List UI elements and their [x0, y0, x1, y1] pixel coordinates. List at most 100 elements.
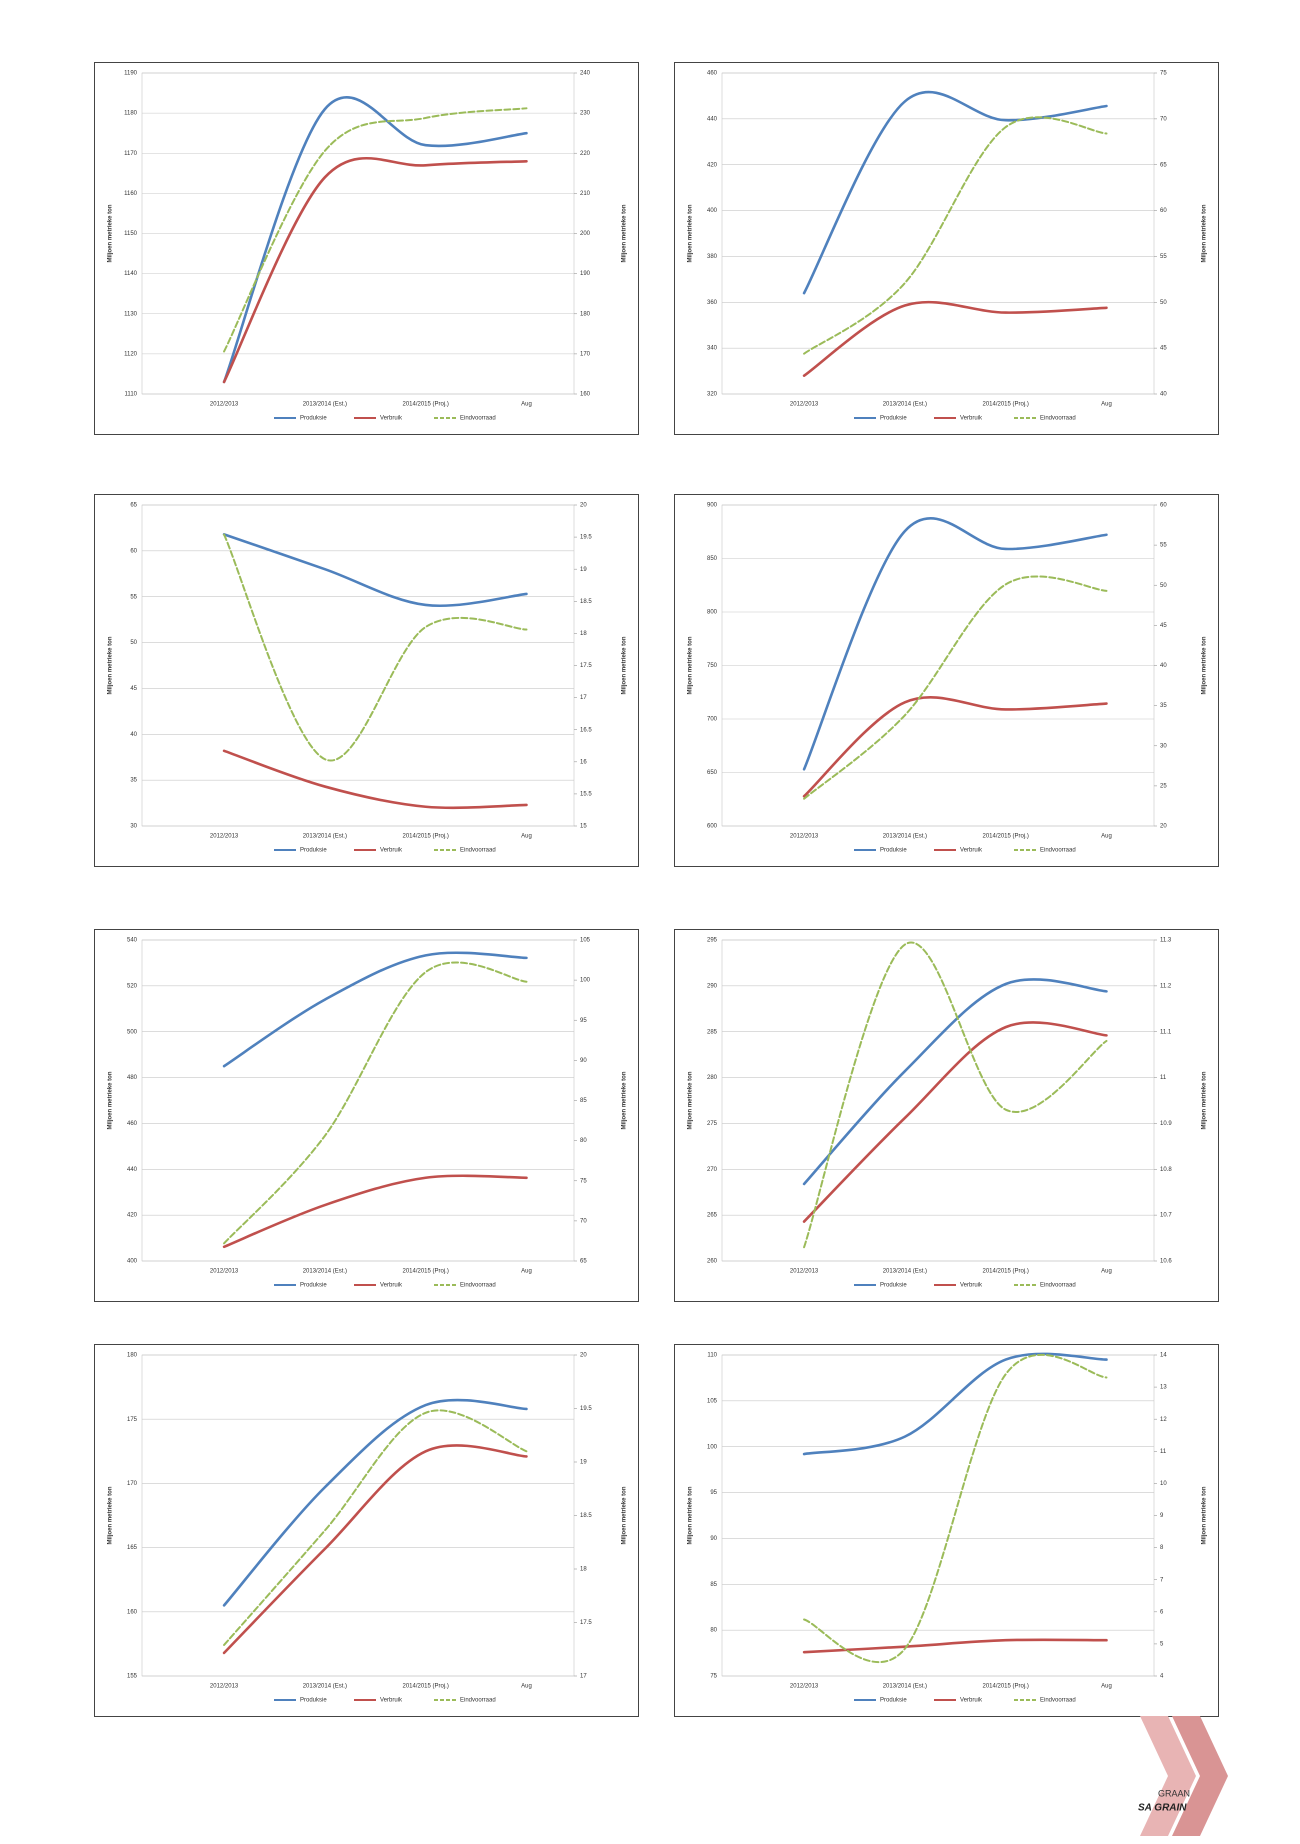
y2-tick-label: 85: [580, 1098, 587, 1104]
y-axis-label: Miljoen metrieke ton: [688, 636, 694, 694]
y-tick-label: 155: [127, 1674, 138, 1680]
y2-tick-label: 19: [580, 567, 587, 573]
y-tick-label: 65: [130, 503, 137, 509]
y2-tick-label: 65: [580, 1259, 587, 1265]
y2-tick-label: 6: [1160, 1609, 1164, 1615]
x-tick-label: 2012/2013: [210, 402, 239, 408]
x-tick-label: Aug: [1101, 1684, 1112, 1690]
y-tick-label: 105: [707, 1398, 718, 1404]
chart: 400 420 440 460 480 500 520 540 65 70 75 80 85 90 95 10…: [94, 929, 639, 1302]
y2-tick-label: 4: [1160, 1674, 1164, 1680]
series-line: [222, 533, 528, 607]
series-line: [802, 1638, 1108, 1654]
y2-tick-label: 45: [1160, 623, 1167, 629]
y2-tick-label: 11.2: [1160, 983, 1172, 989]
x-tick-label: 2014/2015 (Proj.): [402, 1269, 448, 1275]
y-axis-label: Miljoen metrieke ton: [688, 1486, 694, 1544]
y2-tick-label: 70: [1160, 116, 1167, 122]
y-tick-label: 30: [130, 824, 137, 830]
y-tick-label: 85: [710, 1582, 717, 1588]
y2-tick-label: 10: [1160, 1481, 1167, 1487]
x-tick-label: 2014/2015 (Proj.): [402, 834, 448, 840]
y-tick-label: 900: [707, 503, 718, 509]
y-axis-label: Miljoen metrieke ton: [108, 204, 114, 262]
chart-frame: [674, 62, 1219, 435]
x-tick-label: 2012/2013: [210, 834, 239, 840]
y-tick-label: 175: [127, 1417, 138, 1423]
y-tick-label: 180: [127, 1353, 138, 1359]
x-tick-label: 2013/2014 (Est.): [303, 1269, 347, 1275]
y-tick-label: 95: [710, 1490, 717, 1496]
y-tick-label: 260: [707, 1259, 718, 1265]
legend-label: Produksie: [880, 1283, 907, 1289]
y2-tick-label: 20: [580, 1353, 587, 1359]
legend-label: Verbruik: [960, 1698, 983, 1704]
y-tick-label: 1160: [124, 191, 138, 197]
legend-label: Verbruik: [380, 416, 403, 422]
y2-tick-label: 160: [580, 392, 591, 398]
series-line: [802, 90, 1108, 295]
y2-tick-label: 40: [1160, 663, 1167, 669]
y2-tick-label: 200: [580, 231, 591, 237]
y-tick-label: 400: [127, 1259, 138, 1265]
y2-tick-label: 30: [1160, 743, 1167, 749]
legend-label: Eindvoorraad: [1040, 1698, 1076, 1704]
y2-tick-label: 13: [1160, 1385, 1167, 1391]
y-tick-label: 100: [707, 1444, 718, 1450]
x-tick-label: 2013/2014 (Est.): [883, 834, 927, 840]
legend-label: Verbruik: [380, 1283, 403, 1289]
charts: 1110112011301140115011601170118011901601…: [94, 62, 1219, 1717]
chevron: [1172, 1716, 1228, 1836]
legend-label: Produksie: [880, 1698, 907, 1704]
y-tick-label: 1120: [124, 351, 138, 357]
y2-tick-label: 240: [580, 71, 591, 77]
series-line: [802, 300, 1108, 377]
y2-tick-label: 95: [580, 1018, 587, 1024]
y-axis-label: Miljoen metrieke ton: [688, 1071, 694, 1129]
legend-label: Eindvoorraad: [1040, 1283, 1076, 1289]
legend-label: Eindvoorraad: [1040, 848, 1076, 854]
legend-label: Produksie: [300, 1698, 327, 1704]
x-tick-label: Aug: [521, 1269, 532, 1275]
series-line: [222, 749, 528, 810]
series-line: [223, 107, 528, 353]
legend-label: Eindvoorraad: [460, 1698, 496, 1704]
y-tick-label: 520: [127, 983, 138, 989]
y2-axis-label: Miljoen metrieke ton: [622, 204, 628, 262]
logo: GRAAN SA GRAIN: [1138, 1716, 1228, 1836]
y2-tick-label: 230: [580, 111, 591, 117]
chart-frame: [94, 494, 639, 867]
y2-tick-label: 10.7: [1160, 1213, 1172, 1219]
y-tick-label: 280: [707, 1075, 718, 1081]
x-tick-label: 2014/2015 (Proj.): [982, 1684, 1028, 1690]
chart: 320 340 360 380 400 420 440 460 40 45 50 55 60 65 70 75…: [674, 62, 1219, 435]
legend-label: Eindvoorraad: [460, 1283, 496, 1289]
x-tick-label: 2012/2013: [790, 1684, 819, 1690]
y-tick-label: 50: [130, 640, 137, 646]
y-tick-label: 1130: [124, 311, 138, 317]
y-tick-label: 285: [707, 1029, 718, 1035]
y-tick-label: 400: [707, 208, 718, 214]
y2-axis-label: Miljoen metrieke ton: [622, 636, 628, 694]
y2-tick-label: 17: [580, 695, 587, 701]
x-tick-label: Aug: [1101, 402, 1112, 408]
y2-tick-label: 17: [580, 1674, 587, 1680]
y-tick-label: 60: [130, 548, 137, 554]
chart: 30 35 40 45 50 55 60 65 15 15.5 16 16.5 17 17.5 18 18.5…: [94, 494, 639, 867]
chart-frame: [674, 494, 1219, 867]
logo-main: SA GRAIN: [1138, 1803, 1187, 1814]
y2-tick-label: 11: [1160, 1075, 1167, 1081]
y-tick-label: 275: [707, 1121, 718, 1127]
y2-tick-label: 75: [1160, 71, 1167, 77]
y-tick-label: 160: [127, 1609, 138, 1615]
y2-tick-label: 20: [580, 503, 587, 509]
y2-tick-label: 55: [1160, 543, 1167, 549]
chart: 600 650 700 750 800 850 900 20 25 30 35 40 45 50 55 60 M…: [674, 494, 1219, 867]
x-tick-label: Aug: [1101, 1269, 1112, 1275]
y-tick-label: 270: [707, 1167, 718, 1173]
y-tick-label: 480: [127, 1075, 138, 1081]
y2-axis-label: Miljoen metrieke ton: [1202, 1071, 1208, 1129]
x-tick-label: Aug: [1101, 834, 1112, 840]
legend-label: Verbruik: [960, 848, 983, 854]
